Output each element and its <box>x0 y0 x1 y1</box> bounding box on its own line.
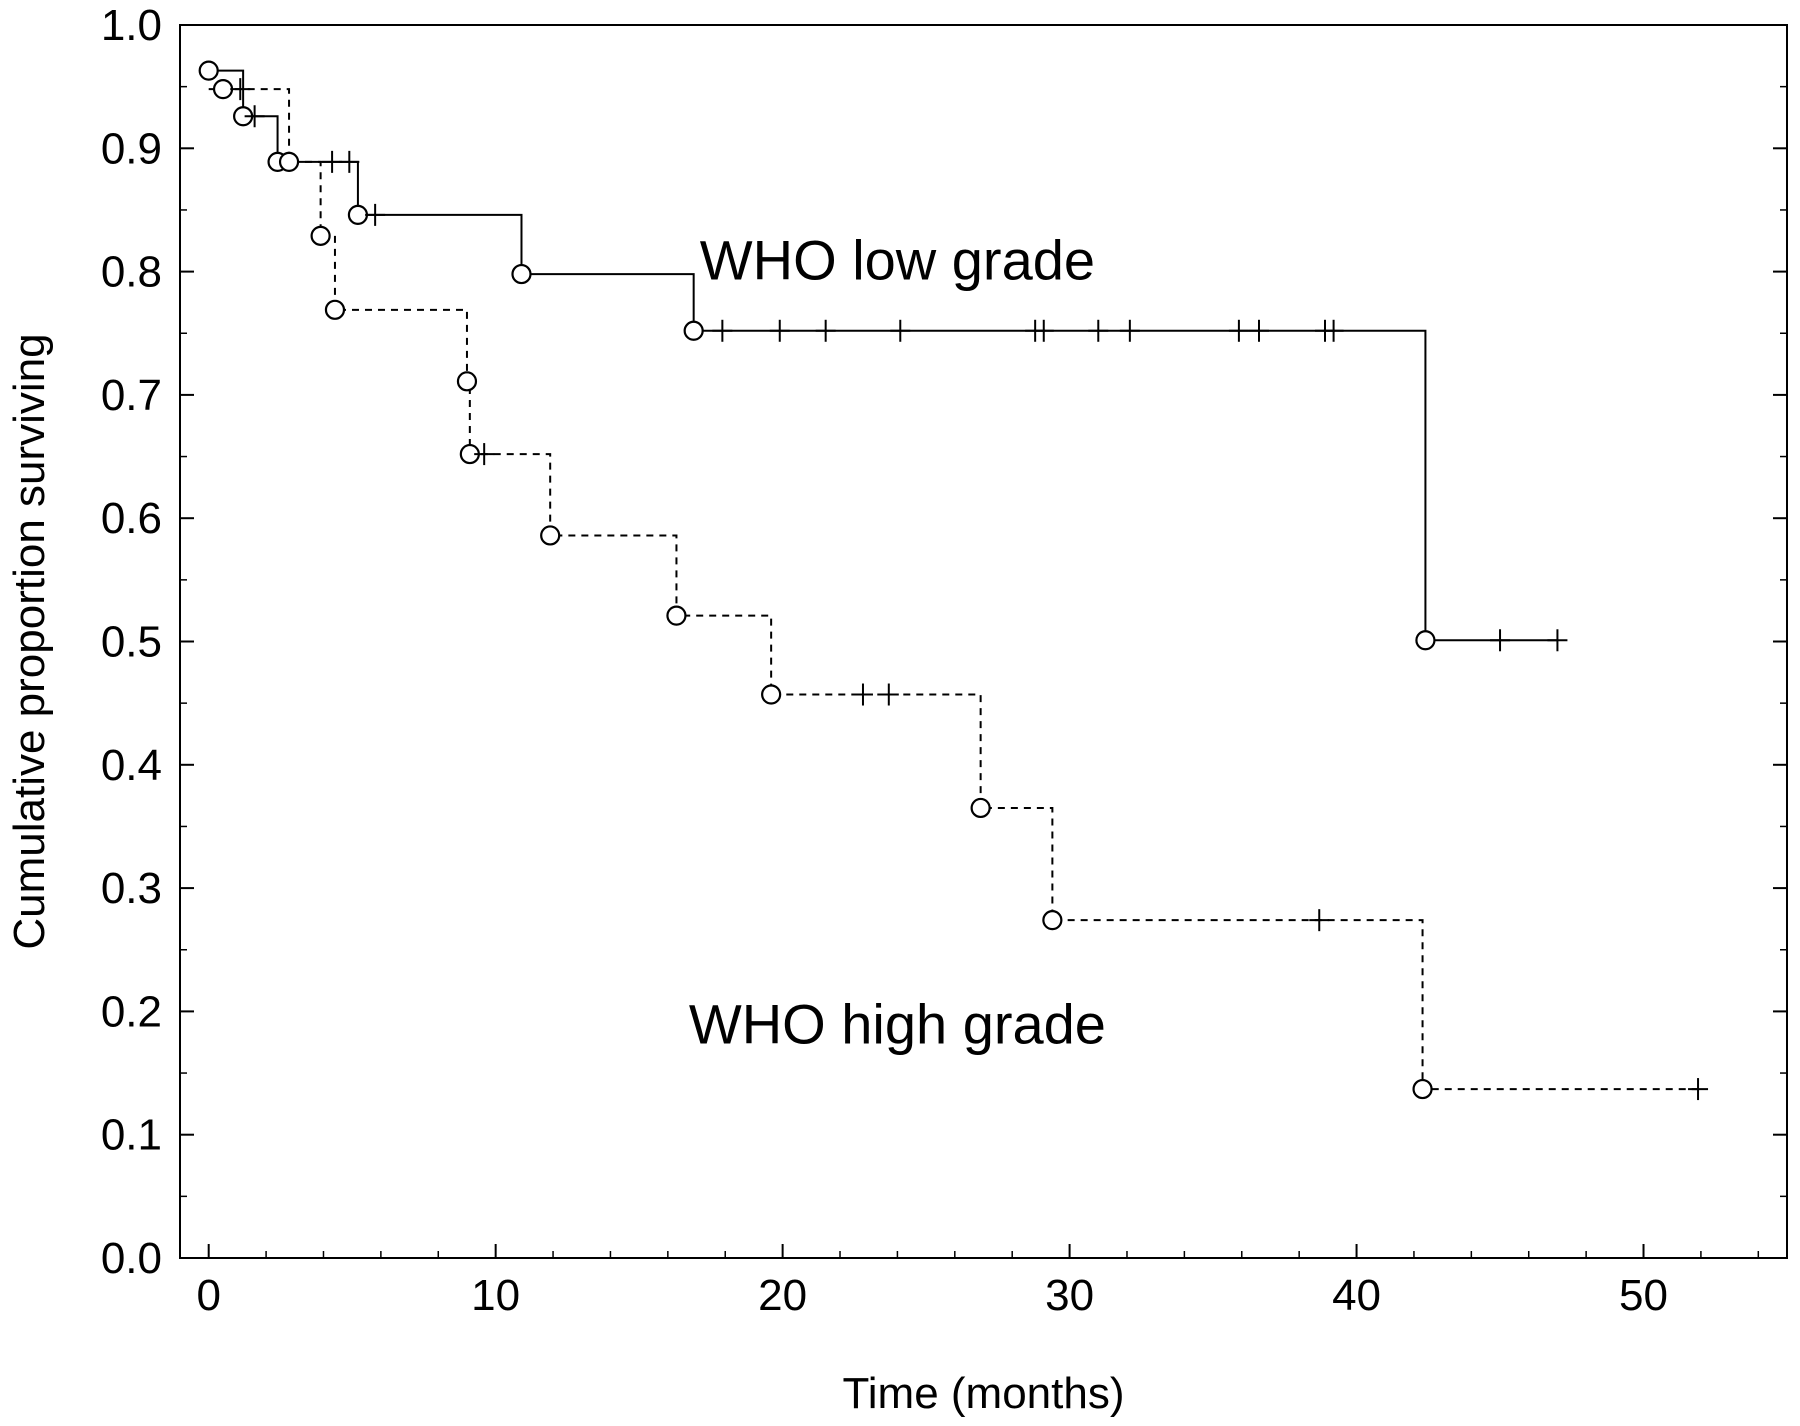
censor-marker-low-grade <box>890 319 911 342</box>
censor-marker-low-grade <box>769 319 790 342</box>
censor-marker-low-grade <box>1490 629 1511 652</box>
censor-marker-high-grade <box>878 683 899 706</box>
event-marker-high-grade <box>324 299 346 320</box>
series-line-high-grade <box>208 88 1699 1091</box>
y-tick-label: 1.0 <box>101 1 162 50</box>
event-marker-low-grade <box>511 263 532 285</box>
annotation-high-grade: WHO high grade <box>689 993 1106 1056</box>
y-tick-label: 0.5 <box>101 618 162 667</box>
censor-marker-low-grade <box>815 319 836 342</box>
y-tick-label: 0.2 <box>101 987 162 1036</box>
x-tick-label: 0 <box>196 1271 220 1320</box>
x-tick-label: 40 <box>1332 1271 1381 1320</box>
censor-marker-high-grade <box>1688 1078 1709 1101</box>
x-axis-title: Time (months) <box>843 1369 1125 1418</box>
annotation-low-grade: WHO low grade <box>700 228 1095 291</box>
event-marker-high-grade <box>310 225 331 246</box>
y-tick-label: 0.7 <box>101 371 162 420</box>
y-tick-label: 0.8 <box>101 248 162 297</box>
event-marker-high-grade <box>212 79 234 100</box>
y-tick-label: 0.4 <box>101 741 162 790</box>
x-tick-label: 50 <box>1619 1271 1668 1320</box>
censor-marker-high-grade <box>230 78 251 101</box>
y-axis-title: Cumulative proportion surviving <box>5 333 54 949</box>
y-tick-label: 0.9 <box>101 124 162 173</box>
event-marker-high-grade <box>278 151 300 172</box>
censor-marker-low-grade <box>1119 319 1140 342</box>
censor-marker-low-grade <box>712 319 733 342</box>
x-tick-label: 10 <box>471 1271 520 1320</box>
event-marker-high-grade <box>1412 1078 1433 1100</box>
event-marker-high-grade <box>666 605 687 626</box>
event-marker-high-grade <box>456 371 478 392</box>
labels: Time (months) Cumulative proportion surv… <box>5 228 1124 1418</box>
x-tick-label: 20 <box>758 1271 807 1320</box>
censor-marker-low-grade <box>365 203 386 226</box>
marker-layer <box>198 60 1709 1101</box>
y-tick-label: 0.0 <box>101 1234 162 1283</box>
censor-marker-low-grade <box>1033 319 1054 342</box>
censor-marker-low-grade <box>1547 629 1568 652</box>
event-marker-high-grade <box>761 684 782 705</box>
axes: 0 10 20 30 40 50 0.0 0.1 0.2 0.3 0.4 0.5 0.6 0.7 0.8 0.… <box>101 1 1788 1320</box>
event-marker-high-grade <box>970 797 991 819</box>
event-marker-low-grade <box>683 320 704 341</box>
censor-marker-low-grade <box>1323 319 1344 342</box>
censor-marker-low-grade <box>322 150 343 173</box>
censor-marker-high-grade <box>474 443 495 466</box>
x-tick-label: 30 <box>1045 1271 1094 1320</box>
event-marker-low-grade <box>198 60 219 81</box>
censor-marker-low-grade <box>244 105 265 128</box>
censor-marker-low-grade <box>1248 319 1269 342</box>
event-marker-low-grade <box>347 204 369 225</box>
event-marker-low-grade <box>1415 630 1436 651</box>
censor-marker-low-grade <box>339 150 360 173</box>
event-marker-high-grade <box>540 525 561 546</box>
y-tick-label: 0.1 <box>101 1111 162 1160</box>
y-tick-label: 0.3 <box>101 864 162 913</box>
censor-marker-high-grade <box>1309 909 1330 932</box>
censor-marker-high-grade <box>852 683 873 706</box>
censor-marker-low-grade <box>1228 319 1249 342</box>
censor-marker-low-grade <box>1088 319 1109 342</box>
y-tick-label: 0.6 <box>101 494 162 543</box>
event-marker-high-grade <box>1042 910 1063 931</box>
